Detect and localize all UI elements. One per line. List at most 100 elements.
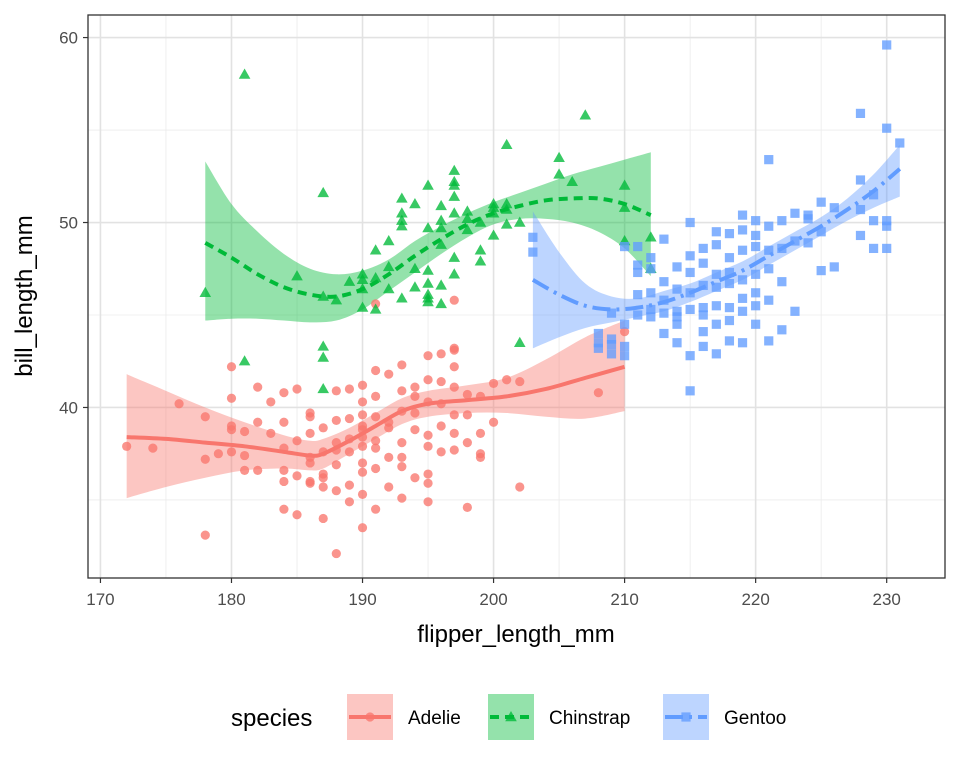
point-chinstrap bbox=[618, 201, 631, 212]
point-chinstrap bbox=[435, 214, 447, 225]
point-gentoo bbox=[711, 227, 721, 237]
point-adelie bbox=[318, 482, 328, 492]
point-gentoo bbox=[751, 269, 761, 279]
point-gentoo bbox=[672, 284, 682, 294]
point-chinstrap bbox=[396, 292, 408, 303]
point-gentoo bbox=[633, 260, 643, 270]
point-adelie bbox=[253, 465, 263, 475]
point-chinstrap bbox=[500, 218, 513, 229]
point-adelie bbox=[331, 415, 341, 426]
point-chinstrap bbox=[461, 205, 474, 216]
point-chinstrap bbox=[409, 281, 421, 292]
point-chinstrap bbox=[396, 207, 408, 218]
y-tick-label: 60 bbox=[59, 29, 78, 48]
point-gentoo bbox=[685, 351, 695, 361]
point-gentoo bbox=[764, 245, 774, 255]
point-gentoo bbox=[764, 336, 774, 346]
point-adelie bbox=[593, 388, 603, 398]
point-gentoo bbox=[724, 302, 735, 313]
point-gentoo bbox=[790, 306, 800, 316]
point-adelie bbox=[226, 421, 237, 431]
point-adelie bbox=[371, 463, 381, 474]
point-gentoo bbox=[737, 338, 748, 348]
point-gentoo bbox=[593, 328, 603, 339]
point-gentoo bbox=[685, 304, 695, 315]
point-adelie bbox=[200, 412, 210, 422]
point-adelie bbox=[397, 438, 407, 448]
point-adelie bbox=[148, 443, 158, 453]
point-adelie bbox=[449, 382, 459, 392]
point-chinstrap bbox=[369, 272, 382, 283]
point-gentoo bbox=[737, 210, 748, 220]
point-adelie bbox=[266, 397, 276, 407]
point-chinstrap bbox=[396, 220, 408, 231]
point-chinstrap bbox=[474, 255, 487, 266]
point-chinstrap bbox=[356, 273, 369, 285]
point-gentoo bbox=[803, 214, 813, 224]
point-chinstrap bbox=[238, 355, 251, 366]
point-adelie bbox=[331, 486, 341, 496]
point-adelie bbox=[122, 441, 132, 451]
point-adelie bbox=[200, 454, 210, 464]
point-adelie bbox=[344, 480, 355, 490]
point-adelie bbox=[239, 450, 250, 461]
point-adelie bbox=[488, 417, 499, 427]
point-gentoo bbox=[606, 308, 617, 318]
point-chinstrap bbox=[422, 179, 434, 190]
point-chinstrap bbox=[435, 297, 447, 309]
point-adelie bbox=[318, 513, 328, 524]
x-tick-label: 190 bbox=[348, 590, 376, 609]
point-gentoo bbox=[646, 304, 656, 315]
point-adelie bbox=[449, 343, 459, 353]
point-gentoo bbox=[868, 243, 879, 254]
point-chinstrap bbox=[448, 164, 461, 175]
point-gentoo bbox=[895, 138, 905, 148]
legend: species Adelie Chinstrap Gentoo bbox=[231, 694, 786, 740]
point-chinstrap bbox=[369, 244, 382, 255]
point-gentoo bbox=[659, 277, 669, 287]
point-gentoo bbox=[633, 241, 643, 252]
point-adelie bbox=[253, 417, 263, 427]
point-chinstrap bbox=[422, 292, 434, 303]
point-chinstrap bbox=[435, 279, 447, 290]
point-gentoo bbox=[882, 221, 892, 231]
point-chinstrap bbox=[422, 277, 434, 288]
data-points bbox=[122, 40, 905, 559]
point-adelie bbox=[279, 504, 289, 514]
point-adelie bbox=[279, 388, 289, 398]
point-gentoo bbox=[659, 234, 669, 244]
point-adelie bbox=[436, 376, 446, 387]
legend-marker-gentoo bbox=[681, 712, 691, 722]
point-adelie bbox=[449, 445, 459, 455]
point-adelie bbox=[436, 447, 446, 457]
legend-label-chinstrap: Chinstrap bbox=[549, 708, 630, 729]
point-adelie bbox=[436, 421, 446, 431]
point-gentoo bbox=[672, 312, 682, 322]
point-gentoo bbox=[724, 229, 735, 239]
point-chinstrap bbox=[317, 340, 330, 351]
point-gentoo bbox=[711, 282, 721, 292]
point-adelie bbox=[371, 391, 381, 401]
point-gentoo bbox=[593, 338, 603, 348]
band-chinstrap bbox=[205, 152, 651, 323]
point-adelie bbox=[305, 412, 315, 422]
point-gentoo bbox=[646, 312, 656, 322]
point-gentoo bbox=[698, 258, 708, 268]
point-chinstrap bbox=[435, 222, 447, 233]
point-adelie bbox=[371, 504, 381, 514]
trend-line-gentoo bbox=[531, 167, 902, 312]
point-gentoo bbox=[620, 241, 630, 252]
point-gentoo bbox=[711, 319, 721, 329]
x-tick-label: 220 bbox=[741, 590, 769, 609]
point-gentoo bbox=[685, 217, 695, 228]
point-adelie bbox=[226, 393, 237, 403]
legend-marker-chinstrap bbox=[505, 711, 517, 722]
legend-title: species bbox=[231, 705, 312, 732]
point-chinstrap bbox=[553, 151, 565, 162]
point-chinstrap bbox=[199, 286, 212, 298]
point-adelie bbox=[475, 452, 486, 463]
point-adelie bbox=[357, 380, 368, 390]
point-chinstrap bbox=[382, 260, 395, 272]
point-adelie bbox=[397, 493, 407, 503]
